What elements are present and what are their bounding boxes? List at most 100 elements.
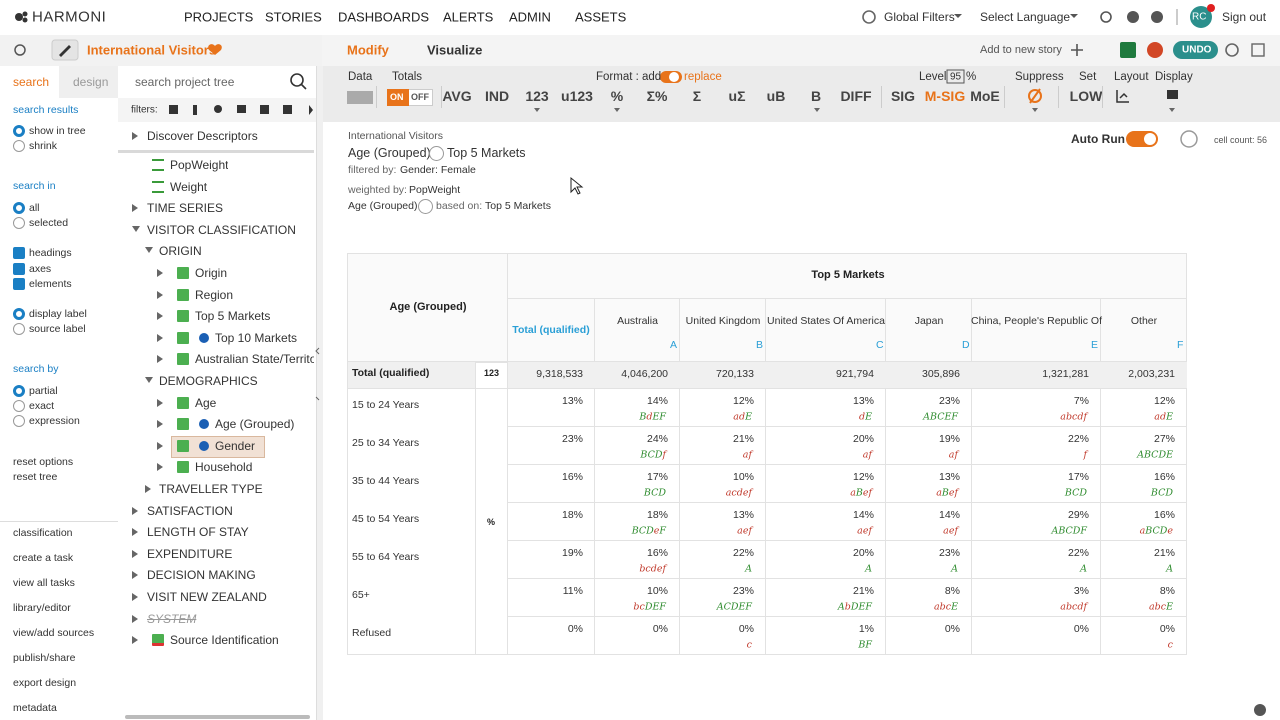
option-label[interactable]: all	[29, 202, 40, 214]
tree-label[interactable]: Region	[195, 287, 234, 302]
option-label[interactable]: selected	[29, 217, 69, 229]
nav-item[interactable]: ADMIN	[509, 9, 551, 25]
collapsed-arrow[interactable]	[157, 290, 163, 299]
tree-label[interactable]: SATISFACTION	[147, 503, 233, 518]
tree-label[interactable]: DECISION MAKING	[147, 568, 256, 583]
option-label[interactable]: partial	[29, 385, 58, 397]
collapsed-arrow[interactable]	[157, 355, 163, 364]
tree-label[interactable]: Origin	[195, 266, 228, 280]
radio[interactable]	[13, 140, 25, 152]
collapse-arrow[interactable]	[315, 347, 320, 401]
search-input[interactable]: search project tree	[135, 75, 235, 89]
language-select[interactable]: Select Language	[980, 10, 1071, 24]
globe-icon[interactable]	[862, 10, 876, 24]
collapsed-arrow[interactable]	[132, 614, 138, 623]
undo-button[interactable]	[1173, 41, 1218, 59]
search-icon[interactable]	[290, 73, 304, 87]
tree-label[interactable]: LENGTH OF STAY	[147, 525, 249, 540]
expanded-arrow[interactable]	[132, 225, 140, 232]
avatar[interactable]	[1190, 6, 1212, 28]
excel-icon[interactable]	[1120, 42, 1136, 58]
display-icon[interactable]	[1167, 90, 1178, 99]
tree-label[interactable]: VISITOR CLASSIFICATION	[147, 222, 296, 237]
option-label[interactable]: source label	[29, 323, 86, 335]
toolbar-button[interactable]: uB	[766, 88, 786, 104]
checkbox[interactable]	[13, 247, 25, 259]
search-tab[interactable]	[0, 66, 59, 98]
action-link[interactable]: create a task	[13, 552, 74, 564]
global-filters[interactable]: Global Filters	[884, 10, 955, 24]
tree-label[interactable]: Top 5 Markets	[195, 309, 271, 324]
checkbox[interactable]	[13, 278, 25, 290]
tree-label[interactable]: Household	[195, 460, 253, 475]
action-link[interactable]: view all tasks	[13, 577, 75, 589]
collapsed-arrow[interactable]	[132, 593, 138, 601]
toolbar-button[interactable]: IND	[484, 88, 510, 104]
option-label[interactable]: exact	[29, 400, 55, 412]
toolbar-button[interactable]: u123	[561, 88, 593, 104]
radio[interactable]	[13, 125, 25, 137]
nav-item[interactable]: ALERTS	[443, 9, 494, 25]
action-link[interactable]: view/add sources	[13, 627, 95, 639]
toolbar-button[interactable]: B	[810, 88, 822, 104]
view-tab[interactable]: Modify	[347, 42, 389, 58]
tree-label[interactable]: Top 10 Markets	[215, 330, 298, 345]
layout-icon[interactable]	[1116, 90, 1129, 103]
radio[interactable]	[13, 385, 25, 397]
toolbar-button[interactable]: %	[610, 88, 624, 104]
add-to-story[interactable]: Add to new story	[980, 44, 1062, 56]
nav-item[interactable]: STORIES	[265, 9, 322, 25]
toolbar-button[interactable]: DIFF	[840, 88, 872, 104]
nav-item[interactable]: PROJECTS	[184, 9, 254, 25]
action-link[interactable]: publish/share	[13, 652, 76, 664]
tree-label[interactable]: Weight	[170, 179, 208, 194]
collapsed-arrow[interactable]	[132, 549, 138, 558]
radio[interactable]	[13, 415, 25, 427]
toolbar-label[interactable]: replace	[684, 71, 722, 83]
help-icon[interactable]	[1151, 11, 1163, 23]
tree-label[interactable]: SYSTEM	[147, 611, 197, 626]
tree-label[interactable]: VISIT NEW ZEALAND	[147, 590, 267, 604]
toolbar-button[interactable]: 123	[525, 88, 549, 104]
tree-label[interactable]: ORIGIN	[159, 244, 202, 259]
favourite-icon[interactable]	[208, 44, 222, 55]
tree-label[interactable]: Source Identification	[170, 633, 279, 648]
totals-on[interactable]	[387, 89, 409, 106]
option-label[interactable]: shrink	[29, 140, 58, 152]
collapsed-arrow[interactable]	[157, 441, 163, 450]
contrast-icon[interactable]	[1127, 11, 1139, 23]
collapsed-arrow[interactable]	[132, 506, 138, 515]
collapsed-arrow[interactable]	[157, 312, 163, 321]
toolbar-button[interactable]: M-SIG	[924, 88, 966, 104]
collapsed-arrow[interactable]	[132, 571, 138, 580]
collapsed-arrow[interactable]	[157, 420, 163, 429]
tree-label[interactable]: Discover Descriptors	[147, 129, 258, 143]
tree-label[interactable]: Age	[195, 395, 217, 410]
tree-label[interactable]: DEMOGRAPHICS	[159, 374, 258, 388]
toolbar-button[interactable]: uΣ	[728, 88, 746, 104]
tree-label[interactable]: EXPENDITURE	[147, 546, 233, 561]
add-icon[interactable]	[1071, 44, 1083, 56]
nav-item[interactable]: DASHBOARDS	[338, 9, 430, 25]
data-icon[interactable]	[347, 91, 373, 104]
collapsed-arrow[interactable]	[132, 636, 138, 645]
toolbar-button[interactable]: SIG	[890, 88, 916, 104]
reset-link[interactable]: reset tree	[13, 471, 58, 483]
tree-label[interactable]: Australian State/Territo	[195, 352, 314, 367]
history-icon[interactable]	[14, 44, 26, 56]
toolbar-button[interactable]: Σ	[692, 88, 702, 104]
redo-icon[interactable]	[1225, 43, 1239, 57]
option-label[interactable]: display label	[29, 308, 87, 320]
action-link[interactable]: classification	[13, 527, 73, 539]
toolbar-button[interactable]: Σ%	[646, 88, 668, 104]
info-icon[interactable]	[1254, 704, 1266, 716]
sign-out[interactable]: Sign out	[1222, 10, 1267, 24]
collapsed-arrow[interactable]	[145, 485, 151, 493]
view-tab[interactable]: Visualize	[427, 42, 483, 58]
collapsed-arrow[interactable]	[132, 528, 138, 537]
option-label[interactable]: axes	[29, 262, 52, 275]
tree-label[interactable]: Age (Grouped)	[215, 417, 295, 432]
design-tab[interactable]	[59, 66, 118, 98]
toolbar-button[interactable]: AVG	[442, 88, 472, 104]
radio[interactable]	[13, 323, 25, 335]
